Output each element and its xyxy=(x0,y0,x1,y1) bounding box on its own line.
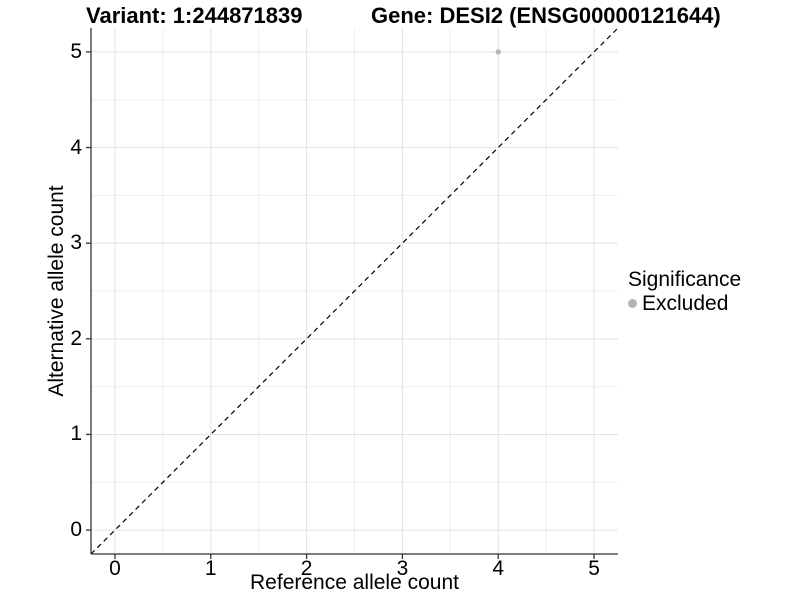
y-tick-label: 5 xyxy=(70,39,82,63)
x-tick-label: 2 xyxy=(300,557,313,580)
x-tick-label: 0 xyxy=(109,557,121,580)
variant-title: Variant: 1:244871839 xyxy=(86,3,303,28)
y-tick-label: 1 xyxy=(70,422,82,446)
legend-entry-label: Excluded xyxy=(642,292,729,315)
x-tick-label: 5 xyxy=(588,557,600,580)
y-tick-label: 3 xyxy=(70,231,82,255)
identity-line xyxy=(90,27,619,555)
legend-entry-excluded: Excluded xyxy=(628,292,741,315)
y-tick-label: 4 xyxy=(70,135,82,159)
x-tick-label: 3 xyxy=(396,557,409,580)
legend: Significance Excluded xyxy=(628,268,741,315)
excluded-point-icon xyxy=(628,299,637,308)
x-axis-title: Reference allele count xyxy=(250,571,459,594)
legend-title: Significance xyxy=(628,268,742,291)
gene-title: Gene: DESI2 (ENSG00000121644) xyxy=(371,3,721,28)
x-tick-label: 4 xyxy=(492,557,505,580)
y-axis-title: Alternative allele count xyxy=(45,185,68,397)
data-point-excluded xyxy=(495,49,501,55)
y-tick-label: 2 xyxy=(70,326,82,350)
x-tick-label: 1 xyxy=(204,557,217,580)
y-tick-label: 0 xyxy=(70,518,82,542)
